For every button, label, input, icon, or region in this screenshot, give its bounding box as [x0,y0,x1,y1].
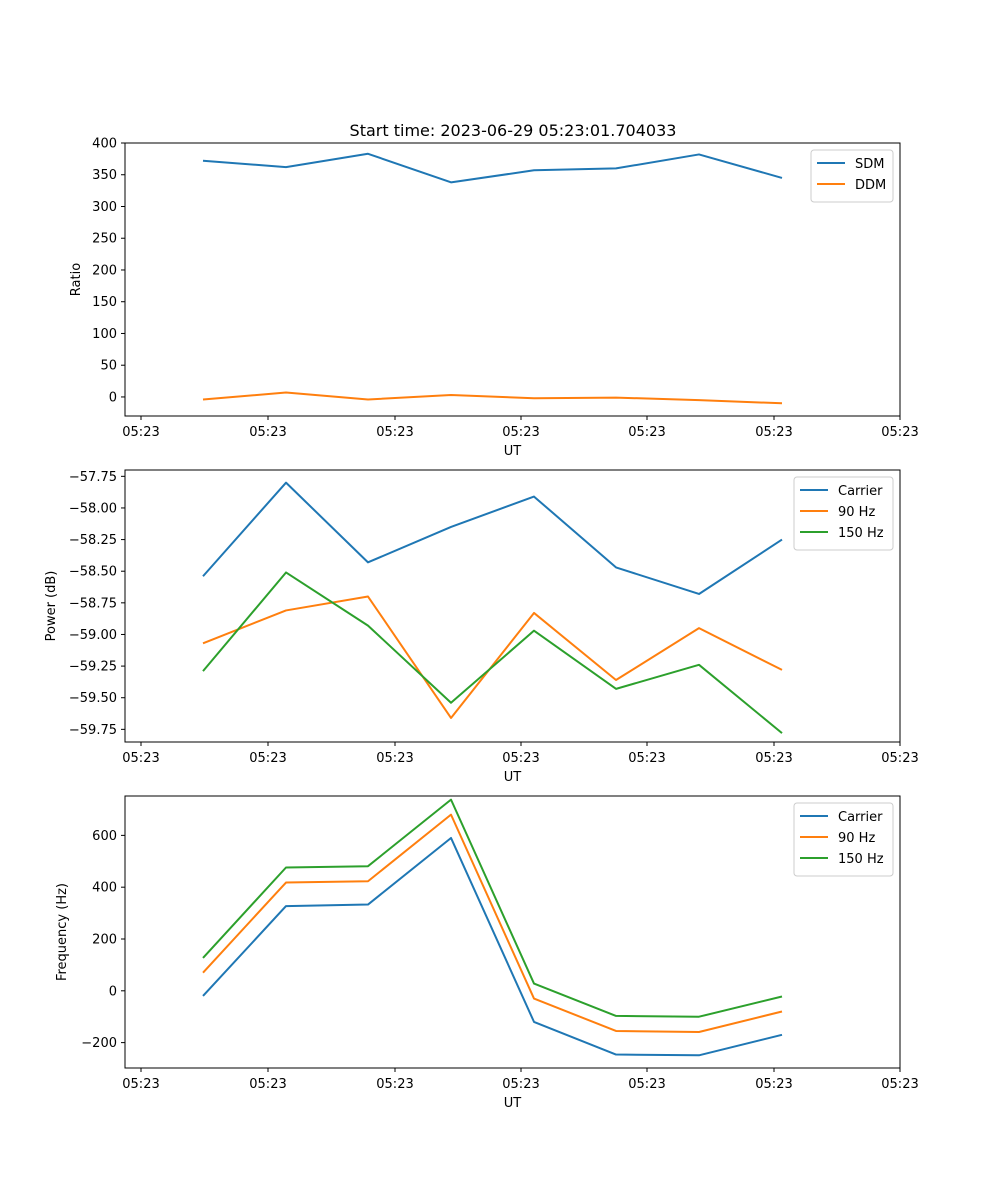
y-tick-label: −58.00 [69,501,117,516]
y-tick-label: 300 [92,200,117,215]
x-axis-label: UT [504,770,522,785]
plot-frame [124,795,901,1069]
series-line-2-1 [202,481,783,595]
y-tick-label: −58.25 [69,533,117,548]
series-line-3-2 [202,813,783,1033]
y-tick-label: 0 [109,390,117,405]
legend-label: DDM [855,178,886,193]
y-tick-label: −59.50 [69,691,117,706]
x-tick-label: 05:23 [881,1077,918,1092]
x-tick-label: 05:23 [755,1077,792,1092]
plot-frame [124,469,901,743]
legend-label: Carrier [838,810,883,825]
y-tick-label: −59.00 [69,628,117,643]
x-tick-label: 05:23 [755,425,792,440]
plot-frame [124,142,901,417]
figure-title: Start time: 2023-06-29 05:23:01.704033 [350,121,677,140]
x-tick-label: 05:23 [122,1077,159,1092]
y-tick-label: 600 [92,829,117,844]
x-tick-label: 05:23 [376,751,413,766]
y-axis-label: Frequency (Hz) [55,883,70,981]
x-tick-label: 05:23 [628,425,665,440]
series-line-2-2 [202,595,783,719]
subplots: 0 50 100 150 200 250 300 350 400 05:23 05:23 05:23 0… [44,137,919,1112]
x-tick-label: 05:23 [122,751,159,766]
series-line-3-1 [202,836,783,1057]
y-tick-label: 100 [92,327,117,342]
y-tick-label: −58.75 [69,596,117,611]
legend-label: 150 Hz [838,526,884,541]
x-tick-label: 05:23 [755,751,792,766]
legend-label: 90 Hz [838,505,875,520]
legend-label: 150 Hz [838,852,884,867]
x-tick-label: 05:23 [628,751,665,766]
x-tick-label: 05:23 [502,1077,539,1092]
y-tick-label: 0 [109,984,117,999]
x-axis-label: UT [504,444,522,459]
y-tick-label: 200 [92,932,117,947]
y-tick-label: 350 [92,168,117,183]
x-tick-label: 05:23 [502,425,539,440]
y-tick-label: −57.75 [69,470,117,485]
legend-label: SDM [855,157,884,172]
x-tick-label: 05:23 [249,1077,286,1092]
y-tick-label: 400 [92,137,117,152]
x-tick-label: 05:23 [376,425,413,440]
x-tick-label: 05:23 [249,425,286,440]
series-line-1-1 [202,152,783,184]
y-axis-label: Ratio [69,263,84,296]
y-tick-label: 250 [92,232,117,247]
x-tick-label: 05:23 [249,751,286,766]
legend-label: 90 Hz [838,831,875,846]
y-tick-label: −200 [81,1036,117,1051]
y-axis-label: Power (dB) [44,571,59,642]
y-tick-label: 50 [100,359,117,374]
legend: Carrier 90 Hz 150 Hz [793,476,894,551]
legend: SDM DDM [810,149,894,203]
x-axis-label: UT [504,1096,522,1111]
subplot-3: −200 0 200 400 600 05:23 05:23 05:23 05:23 05:23 0… [55,795,919,1111]
subplot-1: 0 50 100 150 200 250 300 350 400 05:23 05:23 05:23 0… [69,137,919,460]
y-tick-label: 400 [92,881,117,896]
series-line-2-3 [202,571,783,734]
legend-label: Carrier [838,484,883,499]
legend: Carrier 90 Hz 150 Hz [793,802,894,877]
x-tick-label: 05:23 [881,425,918,440]
y-tick-label: −59.25 [69,660,117,675]
x-tick-label: 05:23 [502,751,539,766]
x-tick-label: 05:23 [881,751,918,766]
series-line-1-2 [202,391,783,405]
subplot-2: −57.75 −58.00 −58.25 −58.50 −58.75 −59.00 −59.… [44,469,919,785]
x-tick-label: 05:23 [376,1077,413,1092]
x-tick-label: 05:23 [122,425,159,440]
y-tick-label: −59.75 [69,723,117,738]
x-tick-label: 05:23 [628,1077,665,1092]
y-tick-label: 200 [92,263,117,278]
y-tick-label: 150 [92,295,117,310]
y-tick-label: −58.50 [69,565,117,580]
series-line-3-3 [202,798,783,1018]
